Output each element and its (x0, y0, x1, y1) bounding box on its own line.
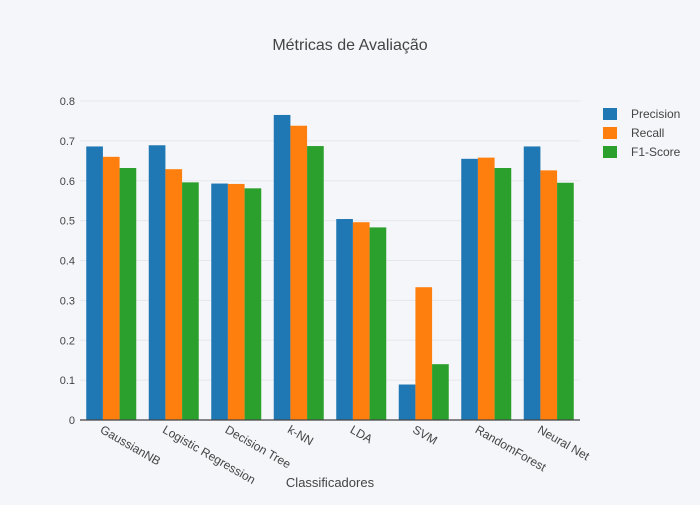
bar-f1-score-7[interactable] (557, 182, 574, 420)
bar-f1-score-1[interactable] (182, 182, 199, 420)
chart-title: Métricas de Avaliação (272, 37, 427, 54)
bar-f1-score-6[interactable] (494, 167, 512, 420)
bar-recall-7[interactable] (540, 170, 558, 420)
legend-item-recall[interactable]: Recall (603, 126, 664, 140)
bar-recall-2[interactable] (227, 183, 245, 420)
y-tick-label: 0.2 (60, 335, 75, 347)
legend-label: Recall (631, 126, 664, 140)
legend-label: F1-Score (631, 145, 681, 159)
bar-precision-6[interactable] (461, 158, 478, 420)
legend-swatch (603, 146, 617, 158)
y-tick-label: 0.6 (60, 176, 75, 188)
bar-precision-4[interactable] (336, 219, 353, 420)
bar-recall-6[interactable] (477, 157, 495, 420)
y-tick-label: 0.1 (60, 375, 75, 387)
bar-recall-3[interactable] (290, 125, 308, 420)
legend[interactable]: Precision Recall F1-Score (603, 107, 681, 159)
x-axis-title: Classificadores (286, 475, 375, 490)
y-tick-label: 0.4 (60, 256, 75, 268)
y-tick-label: 0.7 (60, 136, 75, 148)
bar-precision-1[interactable] (148, 145, 166, 421)
legend-label: Precision (631, 107, 680, 121)
bar-f1-score-4[interactable] (369, 227, 387, 420)
bar-f1-score-2[interactable] (244, 188, 262, 420)
y-tick-label: 0 (69, 415, 75, 427)
y-tick-label: 0.8 (60, 96, 75, 108)
bar-recall-5[interactable] (415, 287, 433, 420)
y-tick-label: 0.3 (60, 295, 75, 307)
legend-item-precision[interactable]: Precision (603, 107, 680, 121)
y-tick-label: 0.5 (60, 216, 75, 228)
bar-recall-0[interactable] (102, 156, 120, 420)
bar-precision-5[interactable] (398, 384, 416, 420)
bar-precision-0[interactable] (86, 146, 103, 420)
legend-swatch (603, 127, 617, 139)
y-axis-ticks: 0 0.1 0.2 0.3 0.4 0.5 0.6 0.7 0.8 (60, 96, 75, 427)
legend-swatch (603, 108, 617, 120)
bar-precision-2[interactable] (211, 183, 228, 420)
bar-f1-score-3[interactable] (307, 146, 324, 420)
bars (86, 114, 574, 421)
bar-precision-7[interactable] (523, 146, 541, 420)
bar-recall-1[interactable] (165, 169, 183, 420)
bar-f1-score-5[interactable] (432, 364, 449, 420)
legend-item-f1-score[interactable]: F1-Score (603, 145, 681, 159)
bar-precision-3[interactable] (273, 114, 291, 421)
bar-recall-4[interactable] (352, 222, 370, 420)
bar-f1-score-0[interactable] (119, 167, 137, 420)
